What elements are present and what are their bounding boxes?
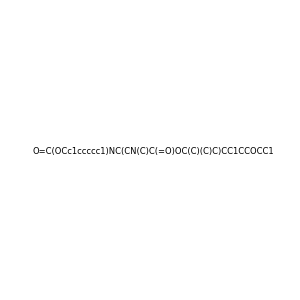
Text: O=C(OCc1ccccc1)NC(CN(C)C(=O)OC(C)(C)C)CC1CCOCC1: O=C(OCc1ccccc1)NC(CN(C)C(=O)OC(C)(C)C)CC… <box>33 147 274 156</box>
